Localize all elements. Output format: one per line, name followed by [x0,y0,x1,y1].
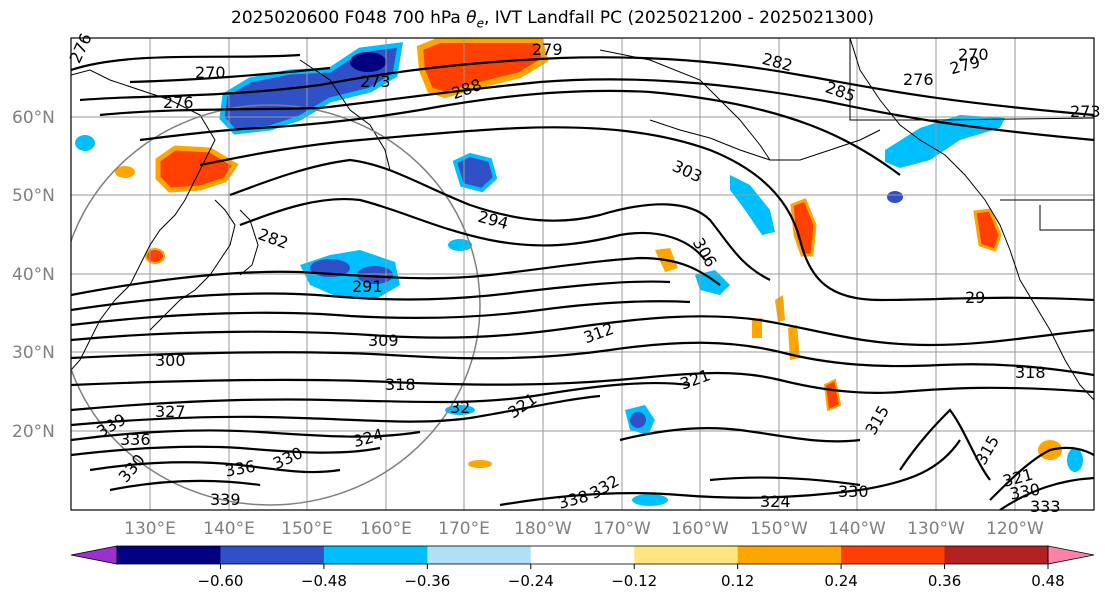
colorbar-tick-label: −0.24 [508,572,554,590]
colorbar-segment [530,546,635,564]
lon-label: 170°W [593,519,651,539]
lat-label-50n: 50°N [12,186,55,206]
contour-label: 324 [760,492,791,511]
contour-label: 279 [532,40,563,59]
lon-label: 150°W [750,519,808,539]
colorbar-extend-high [1047,545,1095,565]
contour-label: 333 [1030,497,1061,516]
positive-anomaly-patch [420,40,545,95]
contour-label: 309 [368,331,399,350]
lon-label: 120°W [986,519,1044,539]
colorbar-segment [220,546,325,564]
lon-label: 160°E [360,519,412,539]
lat-label-40n: 40°N [12,265,55,285]
contour-label: 270 [958,45,989,64]
colorbar-tick-label: 0.48 [1031,572,1064,590]
contour-label: 270 [195,63,226,82]
lon-label: 140°W [828,519,886,539]
contour-label: 330 [838,482,869,501]
contour-label: 318 [385,375,416,394]
colorbar-segment [634,546,739,564]
colorbar-tick-label: −0.48 [301,572,347,590]
colorbar-tick-label: 0.24 [824,572,857,590]
colorbar: −0.60 −0.48 −0.36 −0.24 −0.12 0.12 0.24 0.36 0.4… [70,545,1095,590]
strong-negative-patch [350,52,386,72]
negative-anomaly-patch-2 [452,152,498,193]
contour-label: 273 [360,72,391,91]
colorbar-segment [323,546,428,564]
contour-label: 318 [1015,363,1046,382]
theta-e-contours [71,53,1094,510]
contour-label: 276 [903,70,934,89]
colorbar-segment [737,546,842,564]
colorbar-tick-label: 0.36 [928,572,961,590]
lat-label-20n: 20°N [12,422,55,442]
longitude-labels: 130°E 140°E 150°E 160°E 170°E 180°W 170°… [124,519,1044,539]
colorbar-tick-label: 0.12 [721,572,754,590]
lat-label-60n: 60°N [12,108,55,128]
colorbar-segment [117,546,221,564]
lon-label: 170°E [438,519,490,539]
map-title: 2025020600 F048 700 hPa θe, IVT Landfall… [231,8,874,31]
lon-label: 180°W [514,519,572,539]
lon-label: 160°W [671,519,729,539]
colorbar-segment [841,546,946,564]
distance-circle [71,104,481,506]
latitude-labels: 60°N 50°N 40°N 30°N 20°N [12,108,55,442]
negative-anomaly-patch-4 [885,115,1005,168]
positive-anomaly-patch-korea [158,148,235,190]
contour-label: 291 [352,277,383,296]
colorbar-tick-label: −0.12 [611,572,657,590]
colorbar-extend-low [70,545,118,565]
contour-label: 32 [450,398,470,417]
contour-label: 327 [155,402,186,421]
shading-layer [75,38,1083,506]
lon-label: 150°E [281,519,333,539]
colorbar-segment [427,546,532,564]
contour-label: 336 [120,430,151,449]
lon-label: 130°W [907,519,965,539]
lon-label: 140°E [203,519,255,539]
contour-label: 29 [965,288,985,307]
colorbar-tick-label: −0.36 [404,572,450,590]
colorbar-tick-label: −0.60 [197,572,243,590]
lat-label-30n: 30°N [12,343,55,363]
colorbar-segment [944,546,1049,564]
map-frame [70,37,1095,511]
contour-label: 276 [163,93,194,112]
contour-label: 339 [210,490,241,509]
contour-label: 273 [1070,102,1101,121]
lon-label: 130°E [124,519,176,539]
contour-label: 300 [155,351,186,370]
colorbar-frame [116,545,1049,565]
